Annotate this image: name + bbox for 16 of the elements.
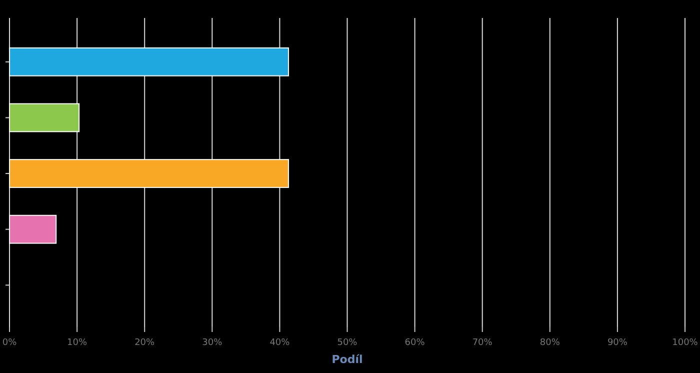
bar bbox=[9, 103, 80, 132]
x-tick-label: 10% bbox=[67, 338, 88, 348]
bar bbox=[9, 159, 289, 188]
x-tick-label: 70% bbox=[472, 338, 493, 348]
x-tick-label: 30% bbox=[202, 338, 223, 348]
x-tick-label: 20% bbox=[134, 338, 156, 348]
x-tick-label: 80% bbox=[540, 338, 560, 348]
x-tick-label: 40% bbox=[270, 338, 290, 348]
x-tick-label: 50% bbox=[337, 338, 358, 348]
x-tick-label: 60% bbox=[404, 338, 426, 348]
x-axis-title: Podíl bbox=[332, 353, 363, 366]
x-tick-label: 100% bbox=[672, 338, 698, 348]
x-tick-label: 90% bbox=[607, 338, 628, 348]
x-tick-label: 0% bbox=[2, 338, 18, 348]
bar bbox=[9, 214, 57, 244]
bar bbox=[9, 47, 289, 76]
